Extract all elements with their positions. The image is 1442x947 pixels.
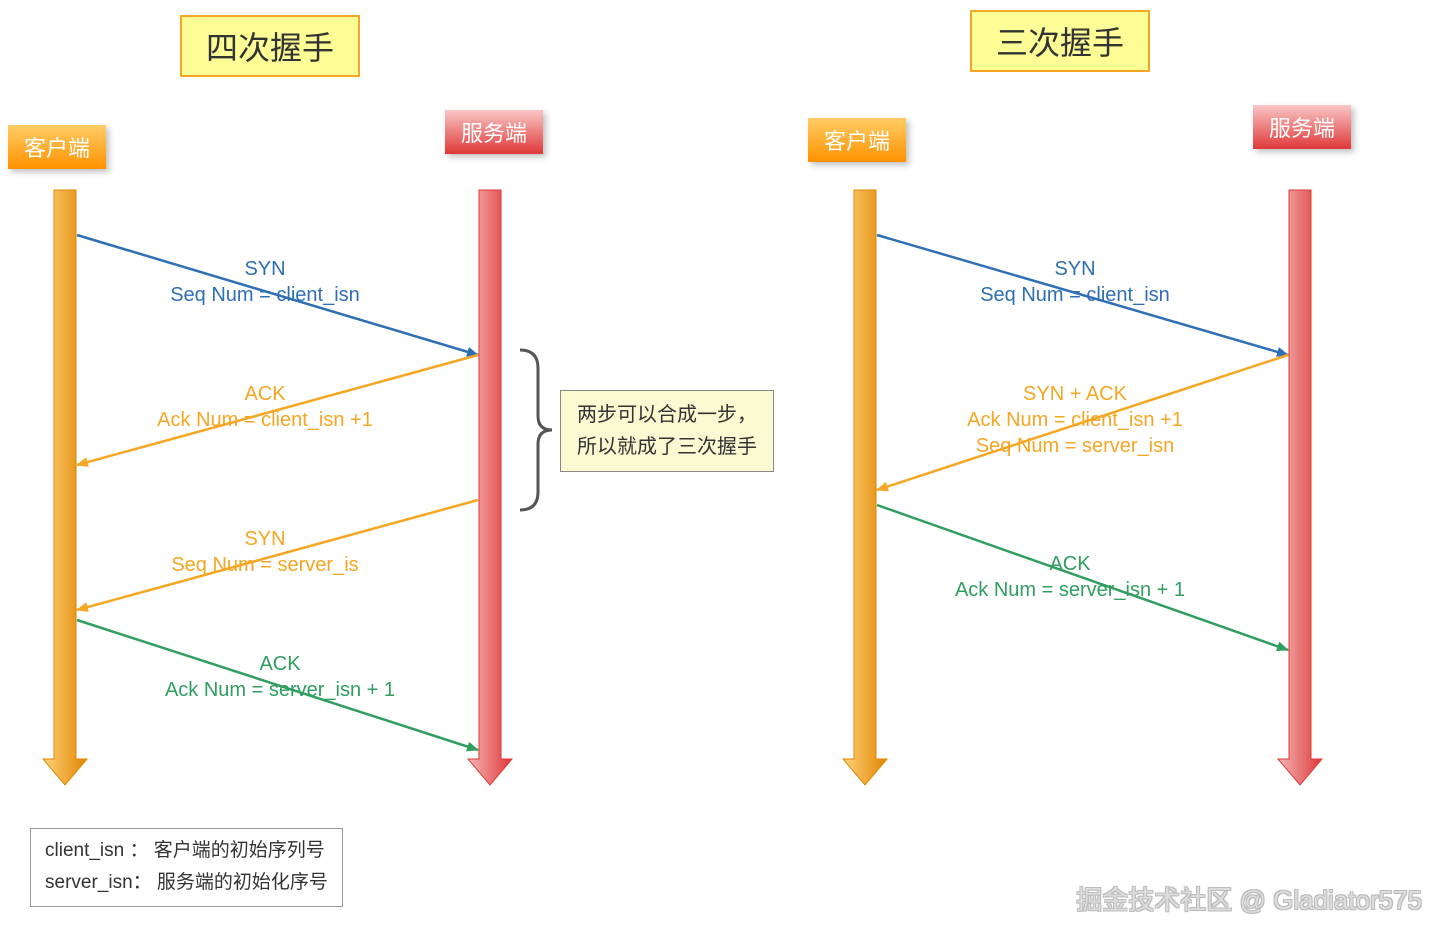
lifeline-server-right [1278, 190, 1322, 785]
diagram-svg: SYNSeq Num = client_isn ACKAck Num = clie… [0, 0, 1442, 947]
lifeline-server-left [468, 190, 512, 785]
right-label-0: SYNSeq Num = client_isn [980, 258, 1170, 306]
right-label-1: SYN + ACKAck Num = client_isn +1Seq Num … [967, 383, 1183, 457]
right-arrow-2 [877, 505, 1288, 650]
right-label-2: ACKAck Num = server_isn + 1 [955, 553, 1185, 601]
brace-icon [520, 350, 552, 510]
left-label-1: ACKAck Num = client_isn +1 [157, 383, 373, 431]
lifeline-client-right [843, 190, 887, 785]
lifeline-client-left [43, 190, 87, 785]
left-label-0: SYNSeq Num = client_isn [170, 258, 360, 306]
left-label-2: SYNSeq Num = server_is [171, 528, 358, 576]
